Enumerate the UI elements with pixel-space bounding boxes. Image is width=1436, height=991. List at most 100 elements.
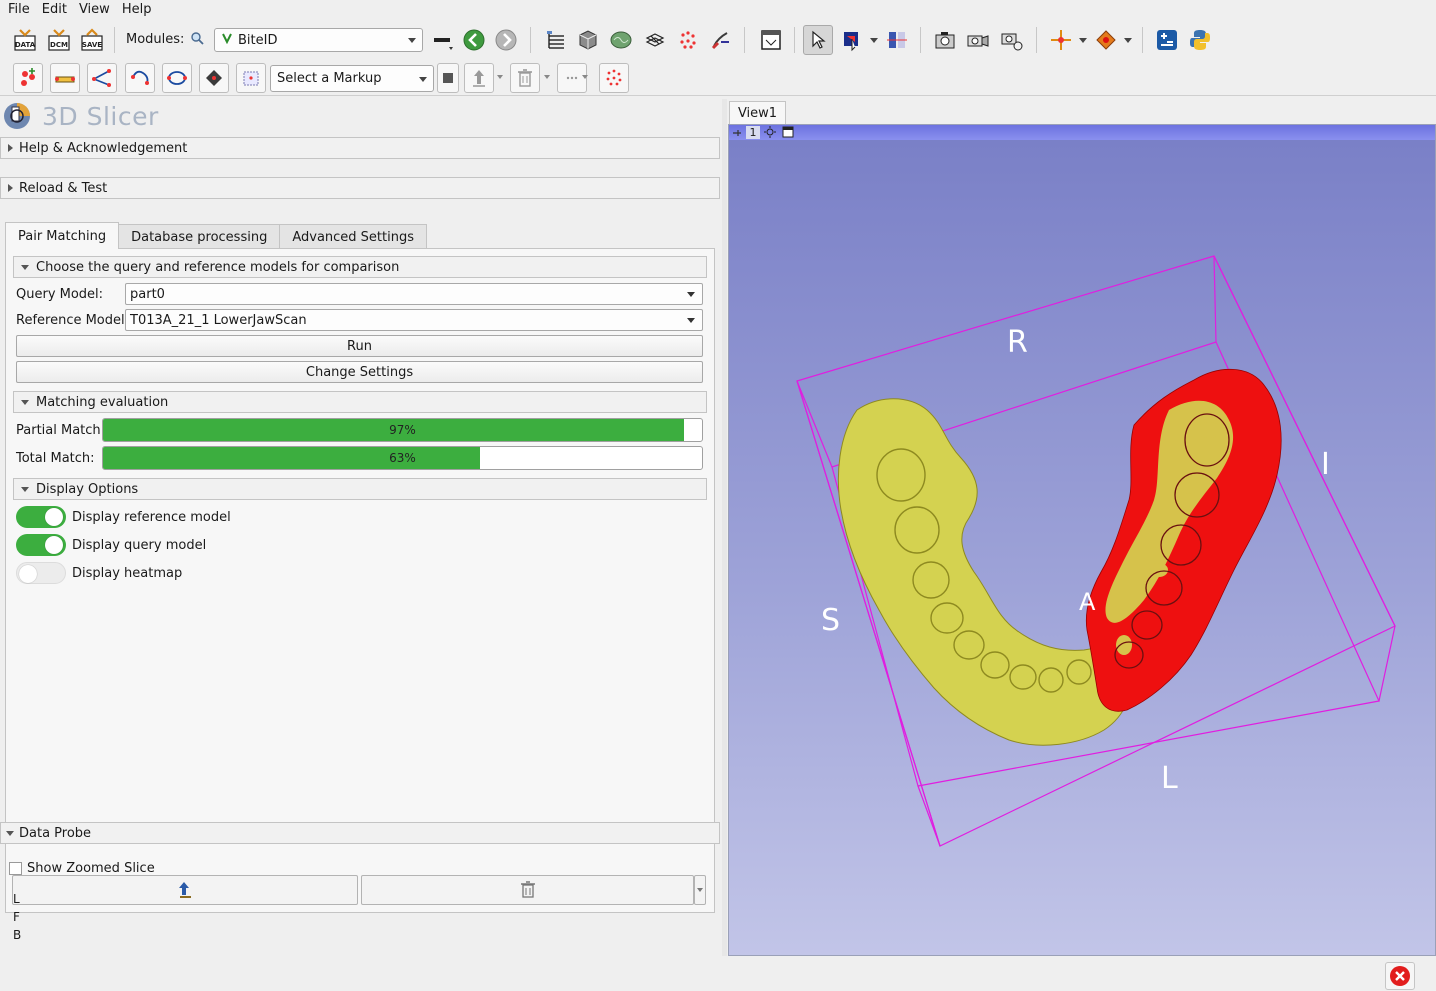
volumes-module-button[interactable] (573, 25, 603, 55)
tab-pair-matching[interactable]: Pair Matching (5, 222, 120, 249)
panel-splitter[interactable] (722, 99, 727, 956)
maximize-view-icon[interactable] (782, 126, 794, 142)
python-console-button[interactable] (1185, 25, 1215, 55)
transforms-module-button[interactable] (640, 25, 670, 55)
create-line-button[interactable] (50, 63, 80, 93)
menu-view[interactable]: View (78, 2, 110, 17)
change-settings-button[interactable]: Change Settings (16, 361, 703, 383)
tab-pair-matching-label: Pair Matching (18, 228, 107, 244)
markup-selector-value: Select a Markup (277, 71, 382, 86)
query-model-select[interactable]: part0 (125, 283, 703, 305)
display-reference-toggle[interactable] (16, 506, 66, 528)
scatter-points-icon (606, 69, 622, 86)
create-plane-button[interactable] (199, 63, 229, 93)
dicom-button[interactable]: DCM (44, 25, 74, 55)
toolbar-separator (744, 27, 745, 53)
view-settings-icon[interactable] (764, 126, 776, 142)
create-open-curve-button[interactable] (125, 63, 155, 93)
fiducial-visibility-button[interactable] (599, 63, 629, 93)
tab-view1[interactable]: View1 (729, 101, 786, 124)
menubar: File Edit View Help (0, 0, 1436, 20)
data-probe-section[interactable]: Data Probe (0, 822, 720, 844)
arrow-left-icon (463, 29, 485, 51)
segment-editor-button[interactable] (706, 25, 736, 55)
menu-file[interactable]: File (8, 2, 30, 17)
chevron-down-icon (687, 292, 695, 297)
layout-button[interactable] (756, 25, 786, 55)
biteid-module-icon (221, 32, 233, 48)
reload-test-section[interactable]: Reload & Test (0, 177, 720, 199)
partial-match-label: Partial Match: (16, 423, 106, 438)
export-button[interactable] (12, 875, 358, 905)
scene-view-manager-button[interactable] (997, 25, 1027, 55)
reference-model-mesh (837, 398, 1133, 746)
query-model-value: part0 (130, 286, 165, 302)
back-button[interactable] (459, 25, 489, 55)
tab-database-processing[interactable]: Database processing (118, 224, 281, 249)
place-fiducial-button[interactable] (1046, 25, 1076, 55)
load-data-button[interactable]: DATA (10, 25, 40, 55)
create-point-list-button[interactable] (13, 63, 43, 93)
window-level-dropdown-icon[interactable] (870, 38, 878, 43)
matching-evaluation-section[interactable]: Matching evaluation (13, 391, 707, 413)
module-selector[interactable]: BiteID (214, 28, 423, 52)
chevron-down-icon (6, 830, 14, 836)
scene-manager-icon (1001, 33, 1023, 51)
create-roi-button[interactable] (236, 63, 266, 93)
stop-placement-button[interactable] (437, 63, 459, 93)
models-module-button[interactable] (606, 25, 636, 55)
pin-icon[interactable] (732, 127, 742, 142)
clear-button[interactable] (361, 875, 694, 905)
save-button[interactable]: SAVE (77, 25, 107, 55)
chevron-down-icon (687, 318, 695, 323)
extensions-manager-button[interactable] (1152, 25, 1182, 55)
forward-button[interactable] (491, 25, 521, 55)
run-button[interactable]: Run (16, 335, 703, 357)
screenshot-button[interactable] (930, 25, 960, 55)
place-dropdown-icon[interactable] (497, 75, 503, 79)
help-acknowledgement-label: Help & Acknowledgement (19, 140, 188, 156)
toolbar-separator (920, 27, 921, 53)
module-history-button[interactable] (427, 25, 457, 55)
svg-text:DATA: DATA (15, 41, 36, 49)
data-module-button[interactable] (541, 25, 571, 55)
help-acknowledgement-section[interactable]: Help & Acknowledgement (0, 137, 720, 159)
delete-markup-button[interactable] (510, 63, 540, 93)
markup-selector[interactable]: Select a Markup (270, 65, 434, 92)
interaction-mode-dropdown-icon[interactable] (1124, 38, 1132, 43)
display-heatmap-toggle[interactable] (16, 562, 66, 584)
error-log-button[interactable] (1385, 962, 1415, 990)
crosshair-toggle-button[interactable] (882, 25, 912, 55)
choose-models-section[interactable]: Choose the query and reference models fo… (13, 256, 707, 278)
orientation-label-s: S (821, 603, 840, 638)
tab-database-processing-label: Database processing (131, 229, 268, 245)
transform-grid-icon (645, 33, 665, 47)
3d-render-canvas[interactable]: R S L I A (729, 140, 1435, 955)
module-search-icon[interactable] (190, 31, 204, 49)
window-level-button[interactable] (838, 25, 868, 55)
view-transform-mode-button[interactable] (803, 25, 833, 55)
interaction-mode-button[interactable] (1091, 25, 1121, 55)
view-controller-bar: 1 (729, 125, 1435, 142)
more-dropdown-icon[interactable] (582, 75, 588, 79)
display-query-toggle[interactable] (16, 534, 66, 556)
bounding-box-front (796, 255, 1396, 847)
create-closed-curve-button[interactable] (162, 63, 192, 93)
3d-view[interactable]: 1 (728, 124, 1436, 956)
clear-dropdown-button[interactable] (694, 875, 706, 905)
stop-square-icon (443, 73, 453, 83)
place-fiducial-dropdown-icon[interactable] (1079, 38, 1087, 43)
display-options-section[interactable]: Display Options (13, 478, 707, 500)
show-zoomed-slice-checkbox[interactable] (9, 862, 22, 875)
place-markup-button[interactable] (464, 63, 494, 93)
menu-edit[interactable]: Edit (41, 2, 67, 17)
scene-view-button[interactable] (963, 25, 993, 55)
menu-help[interactable]: Help (121, 2, 152, 17)
delete-dropdown-icon[interactable] (544, 75, 550, 79)
reference-model-select[interactable]: T013A_21_1 LowerJawScan (125, 309, 703, 331)
query-model-mesh (1085, 368, 1282, 712)
tab-advanced-settings[interactable]: Advanced Settings (279, 224, 427, 249)
create-angle-button[interactable] (87, 63, 117, 93)
chevron-down-icon (419, 77, 427, 82)
markups-module-button[interactable] (673, 25, 703, 55)
